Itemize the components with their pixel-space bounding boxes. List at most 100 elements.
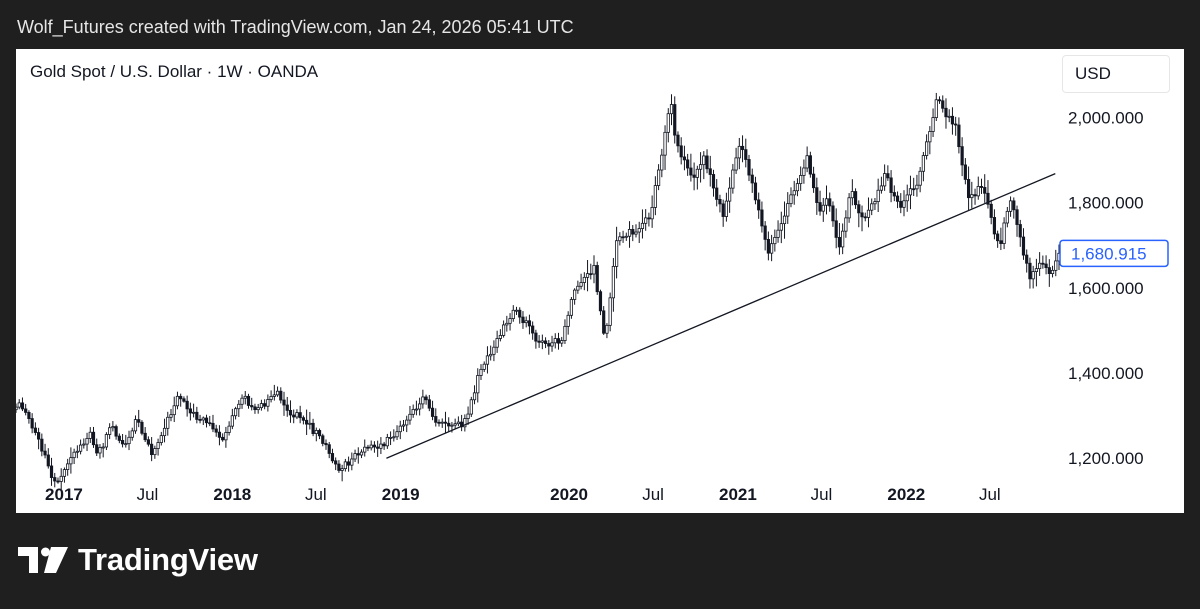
- candle-body: [647, 217, 651, 220]
- candle-body: [799, 175, 803, 185]
- price-chart[interactable]: 2,000.000 1,800.000 1,600.000 1,400.000 1,20…: [16, 49, 1184, 513]
- candle-body: [715, 187, 719, 200]
- x-tick-label: Jul: [979, 485, 1001, 504]
- candle-body: [385, 436, 389, 447]
- candle-body: [233, 408, 238, 417]
- candle-body: [560, 340, 564, 344]
- candle-body: [595, 265, 599, 293]
- candle-body: [747, 159, 751, 176]
- trendline[interactable]: [386, 172, 1056, 459]
- candle-body: [514, 309, 519, 312]
- candle-body: [934, 99, 938, 118]
- candle-body: [692, 174, 696, 178]
- candle-body: [850, 191, 854, 199]
- candle-body: [353, 453, 357, 460]
- candle-body: [56, 480, 60, 483]
- candle-body: [456, 421, 460, 425]
- candle-body: [27, 412, 31, 419]
- candle-body: [237, 403, 241, 410]
- candle-body: [518, 309, 522, 318]
- candle-body: [866, 209, 871, 218]
- candle-body: [550, 342, 554, 347]
- candle-body: [582, 276, 586, 283]
- candle-body: [640, 222, 645, 229]
- x-tick-label: Jul: [137, 485, 159, 504]
- candle-body: [137, 419, 141, 423]
- candle-body: [301, 417, 305, 421]
- currency-label[interactable]: USD: [1062, 55, 1170, 93]
- candle-body: [963, 164, 967, 180]
- candle-body: [789, 194, 793, 205]
- candle-body: [841, 230, 845, 248]
- candle-body: [501, 324, 506, 336]
- candle-body: [760, 209, 764, 227]
- candle-body: [388, 436, 393, 439]
- candle-body: [88, 431, 92, 439]
- candle-body: [379, 443, 383, 449]
- candle-body: [175, 395, 180, 407]
- candle-body: [947, 115, 951, 118]
- tradingview-logo-icon: [18, 547, 68, 573]
- candle-body: [669, 104, 674, 115]
- candle-body: [931, 117, 935, 132]
- candle-body: [434, 416, 438, 423]
- candle-body: [815, 187, 819, 203]
- candle-body: [1050, 269, 1055, 275]
- candle-body: [40, 438, 44, 452]
- candle-body: [576, 285, 580, 291]
- candle-body: [437, 421, 441, 424]
- candle-body: [1038, 262, 1042, 270]
- candle-body: [621, 236, 625, 239]
- candle-body: [150, 443, 154, 456]
- candle-body: [450, 424, 454, 427]
- candle-body: [401, 424, 406, 427]
- symbol-title[interactable]: Gold Spot / U.S. Dollar · 1W · OANDA: [30, 62, 319, 81]
- candle-body: [724, 200, 729, 217]
- candle-body: [1025, 254, 1029, 264]
- candle-body: [130, 430, 134, 438]
- candle-body: [915, 184, 919, 190]
- candle-body: [485, 355, 490, 365]
- candle-body: [921, 155, 925, 172]
- candle-body: [660, 154, 664, 171]
- candle-body: [734, 157, 738, 171]
- candle-body: [295, 412, 299, 418]
- candle-body: [779, 223, 783, 231]
- candle-body: [831, 205, 835, 222]
- candle-body: [418, 403, 422, 410]
- candle-body: [740, 145, 745, 151]
- candle-body: [908, 188, 913, 196]
- candle-body: [728, 187, 732, 202]
- candle-body: [757, 199, 761, 211]
- candle-body: [427, 399, 431, 409]
- candle-body: [873, 201, 877, 205]
- candle-body: [285, 404, 289, 411]
- candle-body: [853, 191, 858, 206]
- candle-body: [679, 145, 683, 158]
- candle-body: [766, 239, 770, 254]
- candle-body: [589, 273, 593, 276]
- candle-body: [1031, 271, 1035, 280]
- candle-body: [618, 236, 622, 242]
- candle-body: [140, 421, 144, 434]
- candle-body: [1047, 267, 1051, 275]
- candle-body: [505, 322, 509, 326]
- candle-body: [124, 443, 128, 446]
- tradingview-brand[interactable]: TradingView: [18, 543, 258, 577]
- candle-body: [828, 198, 832, 207]
- chart-panel[interactable]: 2,000.000 1,800.000 1,600.000 1,400.000 1,20…: [16, 49, 1184, 513]
- candle-body: [805, 155, 809, 169]
- candle-body: [211, 422, 215, 430]
- candle-body: [1028, 262, 1032, 280]
- candle-body: [883, 173, 887, 187]
- y-tick-label: 1,200.000: [1068, 449, 1144, 468]
- x-tick-label: 2022: [887, 485, 925, 504]
- candle-body: [534, 332, 538, 342]
- candle-body: [905, 194, 909, 202]
- candle-body: [653, 185, 657, 208]
- candle-body: [511, 309, 515, 319]
- candle-body: [705, 155, 709, 170]
- candle-body: [59, 475, 63, 482]
- candle-body: [860, 212, 864, 218]
- candle-body: [954, 123, 958, 126]
